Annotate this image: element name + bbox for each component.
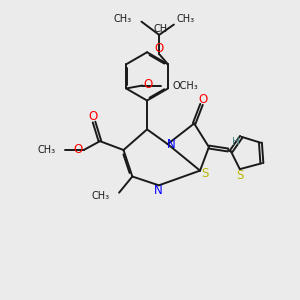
Text: O: O	[74, 143, 83, 157]
Text: O: O	[154, 42, 163, 55]
Text: CH₃: CH₃	[92, 191, 110, 201]
Text: CH₃: CH₃	[177, 14, 195, 24]
Text: O: O	[198, 93, 208, 106]
Text: S: S	[236, 169, 244, 182]
Text: O: O	[88, 110, 97, 123]
Text: S: S	[202, 167, 209, 180]
Text: H: H	[232, 137, 240, 147]
Text: N: N	[154, 184, 163, 197]
Text: O: O	[143, 78, 152, 92]
Text: N: N	[167, 138, 176, 151]
Text: OCH₃: OCH₃	[172, 80, 198, 91]
Text: CH₃: CH₃	[114, 14, 132, 24]
Text: CH₃: CH₃	[37, 145, 55, 155]
Text: CH: CH	[154, 24, 168, 34]
